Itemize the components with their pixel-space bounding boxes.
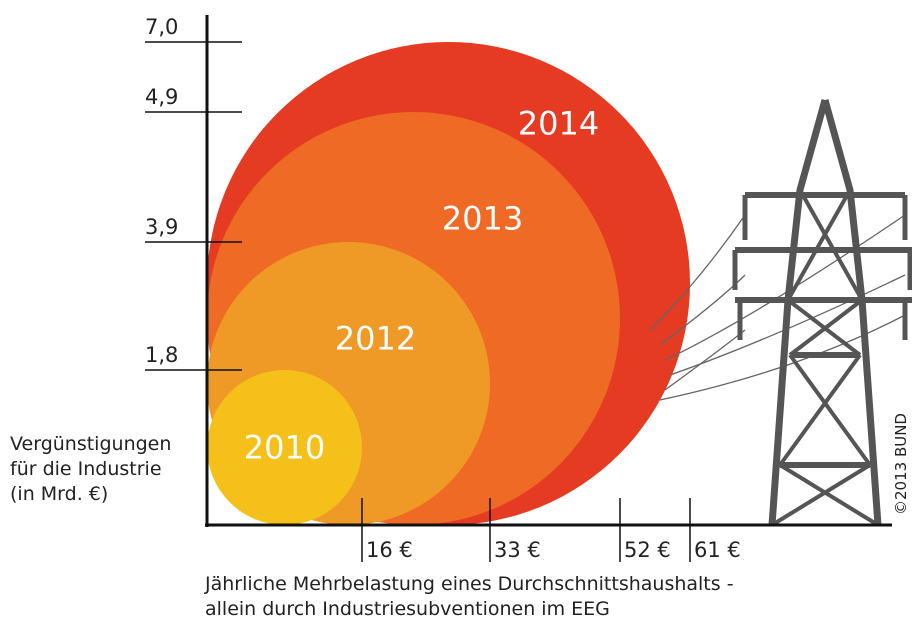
x-axis-label: allein durch Industriesubventionen im EE… [205, 598, 610, 620]
x-tick-label: 16 € [366, 538, 413, 562]
year-label: 2013 [442, 200, 523, 238]
y-axis-label: Vergünstigungen [10, 433, 171, 455]
year-label: 2010 [244, 429, 325, 467]
x-tick-label: 33 € [494, 538, 541, 562]
x-tick-label: 61 € [694, 538, 741, 562]
y-tick-label: 7,0 [145, 15, 178, 39]
y-tick-label: 3,9 [145, 215, 178, 239]
credit: ©2013 BUND [892, 413, 910, 515]
year-label: 2014 [518, 105, 599, 143]
page: {"chart_data": {"type": "bubble", "categ… [0, 0, 912, 629]
x-axis-label: Jährliche Mehrbelastung eines Durchschni… [204, 573, 734, 595]
y-tick-label: 1,8 [145, 343, 178, 367]
y-axis-label: (in Mrd. €) [10, 483, 108, 505]
chart: 2010 2012 2013 2014 1,8 3,9 4,9 7,0 16 € 33 € 52 … [0, 0, 912, 625]
x-tick-label: 52 € [624, 538, 671, 562]
y-tick-label: 4,9 [145, 85, 178, 109]
y-axis-label: für die Industrie [10, 458, 162, 480]
year-label: 2012 [335, 320, 416, 358]
